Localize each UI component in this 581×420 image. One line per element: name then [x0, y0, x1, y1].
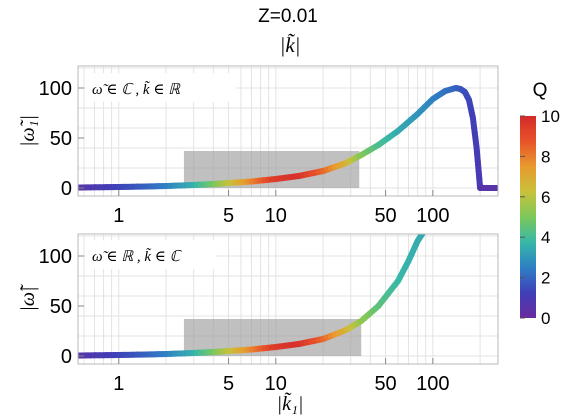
colorbar-tick-label: 10	[541, 107, 560, 126]
y-tick-label: 50	[50, 296, 72, 318]
x-tick-label: 5	[223, 373, 234, 395]
panel-bottom: ω̃ ∈ ℝ , k̃ ∈ ℂ 0 50 100 1 5 10 50 100 |ω̃| |k…	[17, 233, 499, 415]
chart-title: Z=0.01	[258, 6, 318, 27]
colorbar-tick-label: 8	[541, 147, 550, 166]
y-axis-label-bottom: |ω̃|	[17, 284, 39, 312]
colorbar-tick-label: 2	[541, 269, 550, 288]
x-tick-label: 50	[374, 205, 396, 227]
y-axis-label-top: |ω̃₁|	[17, 115, 39, 147]
x-tick-label: 10	[265, 205, 287, 227]
y-tick-label: 0	[61, 178, 72, 200]
x-tick-label: 100	[416, 205, 449, 227]
x-tick-label: 100	[416, 373, 449, 395]
x-ticks-bottom: 1 5 10 50 100	[113, 358, 450, 395]
annotation-top: ω̃ ∈ ℂ , k̃ ∈ ℝ	[92, 81, 181, 98]
colorbar-ticks: 0 2 4 6 8 10	[520, 107, 560, 328]
x-tick-label: 1	[113, 373, 124, 395]
plot-frame-top	[77, 65, 499, 197]
colorbar-tick-label: 0	[541, 309, 550, 328]
panel-top: ω̃ ∈ ℂ , k̃ ∈ ℝ 0 50 100 1 5 10 50 100 |ω̃₁|	[17, 65, 499, 227]
colorbar-tick-label: 4	[541, 228, 550, 247]
x-tick-label: 10	[265, 373, 287, 395]
y-tick-label: 100	[39, 78, 72, 100]
x-tick-label: 1	[113, 205, 124, 227]
y-ticks-bottom: 0 50 100	[39, 246, 84, 368]
top-axis-label: |k̃|	[280, 33, 301, 57]
colorbar: Q 0 2 4 6 8 10	[520, 80, 560, 328]
y-tick-label: 50	[50, 128, 72, 150]
series-bottom	[78, 234, 426, 359]
y-tick-label: 100	[39, 246, 72, 268]
series-segment	[420, 234, 426, 236]
x-axis-label-bottom: |k̃₁|	[277, 391, 304, 415]
series-top	[78, 85, 498, 191]
annotation-bottom: ω̃ ∈ ℝ , k̃ ∈ ℂ	[92, 248, 183, 265]
x-tick-label: 5	[223, 205, 234, 227]
y-tick-label: 0	[61, 346, 72, 368]
grid-bottom	[78, 234, 498, 364]
y-ticks-top: 0 50 100	[39, 78, 84, 200]
annotation-box-top	[86, 73, 236, 102]
x-tick-label: 50	[374, 373, 396, 395]
colorbar-label: Q	[533, 80, 548, 101]
x-ticks-top: 1 5 10 50 100	[113, 190, 450, 227]
colorbar-gradient	[520, 116, 536, 318]
annotation-box-bottom	[86, 240, 216, 269]
plot-frame-bottom	[77, 233, 499, 365]
colorbar-tick-label: 6	[541, 188, 550, 207]
